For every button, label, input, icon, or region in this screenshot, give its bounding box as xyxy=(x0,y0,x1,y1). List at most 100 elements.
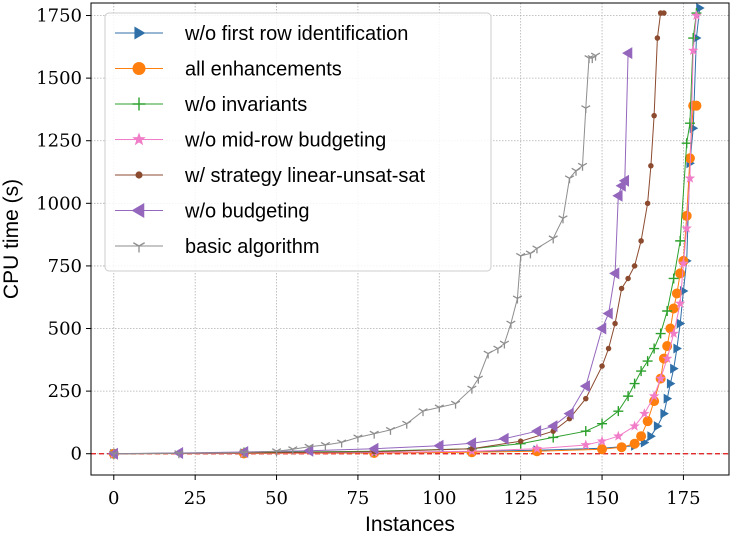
legend-marker xyxy=(135,171,143,179)
legend-label: w/o first row identification xyxy=(184,23,408,45)
data-point xyxy=(642,416,653,427)
data-point xyxy=(668,303,679,314)
data-point xyxy=(596,435,608,446)
data-point xyxy=(288,446,298,455)
data-point xyxy=(647,431,656,442)
data-point xyxy=(353,434,363,443)
data-point xyxy=(662,305,673,316)
x-tick-label: 75 xyxy=(346,488,369,509)
data-point xyxy=(109,450,119,459)
y-tick-label: 750 xyxy=(48,256,82,277)
data-point xyxy=(691,10,702,20)
data-point xyxy=(655,328,666,339)
legend-label: all enhancements xyxy=(185,59,342,81)
legend-entry: w/o invariants xyxy=(115,94,307,116)
data-point xyxy=(174,450,184,459)
data-point xyxy=(369,430,379,439)
data-point xyxy=(631,263,638,269)
data-point xyxy=(579,380,590,393)
data-point xyxy=(648,163,654,169)
y-axis-label: CPU time (s) xyxy=(0,179,23,299)
data-point xyxy=(636,431,647,442)
data-point xyxy=(517,438,524,444)
data-point xyxy=(684,118,695,129)
data-point xyxy=(651,112,657,119)
data-point xyxy=(642,356,653,367)
data-point xyxy=(644,200,651,207)
data-point xyxy=(547,420,558,433)
data-point xyxy=(571,167,581,176)
y-tick-label: 1500 xyxy=(36,68,82,89)
data-point xyxy=(605,345,612,352)
data-point xyxy=(336,439,347,448)
legend-entry: w/ strategy linear-unsat-sat xyxy=(115,165,426,187)
data-point xyxy=(673,343,682,354)
legend-entry: w/o budgeting xyxy=(115,201,310,223)
data-point xyxy=(499,340,510,349)
x-tick-label: 50 xyxy=(265,488,288,509)
data-point xyxy=(622,47,633,60)
data-point xyxy=(564,175,575,184)
data-point xyxy=(653,421,663,432)
data-point xyxy=(418,408,428,417)
data-point xyxy=(629,438,640,449)
data-point xyxy=(558,215,568,224)
data-point xyxy=(660,408,669,419)
legend-marker xyxy=(132,97,146,111)
data-point xyxy=(681,138,692,149)
data-point xyxy=(661,353,673,364)
data-point xyxy=(625,275,631,282)
data-point xyxy=(675,235,686,246)
x-axis-label: Instances xyxy=(365,513,455,536)
data-point xyxy=(661,10,667,16)
data-point xyxy=(649,343,660,354)
legend-label: w/o mid-row budgeting xyxy=(184,130,386,152)
data-point xyxy=(648,390,660,401)
legend-label: w/o budgeting xyxy=(184,201,310,223)
data-point xyxy=(532,245,542,254)
data-point xyxy=(512,295,523,304)
data-point xyxy=(580,439,592,450)
data-point xyxy=(402,420,412,429)
data-point xyxy=(320,441,331,450)
data-point xyxy=(613,430,624,441)
data-point xyxy=(506,320,516,329)
data-point xyxy=(271,448,282,457)
data-point xyxy=(655,373,666,384)
data-point xyxy=(493,345,503,354)
data-point xyxy=(433,439,444,452)
y-tick-label: 1250 xyxy=(36,131,82,152)
data-point xyxy=(616,442,627,453)
x-tick-label: 25 xyxy=(184,488,207,509)
data-point xyxy=(629,420,640,431)
data-point xyxy=(696,3,705,14)
y-tick-label: 1000 xyxy=(36,193,82,214)
data-point xyxy=(599,363,605,369)
series-basic-algorithm xyxy=(109,52,601,459)
data-point xyxy=(434,404,444,413)
data-point xyxy=(670,363,679,374)
legend: w/o first row identification all enhancem… xyxy=(104,12,492,272)
x-tick-label: 175 xyxy=(666,488,700,509)
data-point xyxy=(666,378,676,389)
data-point xyxy=(525,250,536,259)
data-point xyxy=(663,393,673,404)
data-point xyxy=(623,391,634,402)
data-point xyxy=(691,100,702,111)
data-point xyxy=(473,375,484,384)
y-tick-label: 0 xyxy=(71,444,82,465)
data-point xyxy=(629,378,640,389)
data-point xyxy=(498,432,509,445)
legend-entry: w/o mid-row budgeting xyxy=(115,130,386,152)
data-point xyxy=(618,174,630,187)
legend-marker xyxy=(132,132,146,146)
legend-marker xyxy=(133,242,145,253)
y-tick-label: 250 xyxy=(48,381,82,402)
series-line xyxy=(113,15,697,455)
data-point xyxy=(304,443,314,452)
data-point xyxy=(450,400,461,409)
data-point xyxy=(654,35,661,41)
data-point xyxy=(563,407,574,420)
data-point xyxy=(676,318,686,329)
data-point xyxy=(678,257,689,268)
